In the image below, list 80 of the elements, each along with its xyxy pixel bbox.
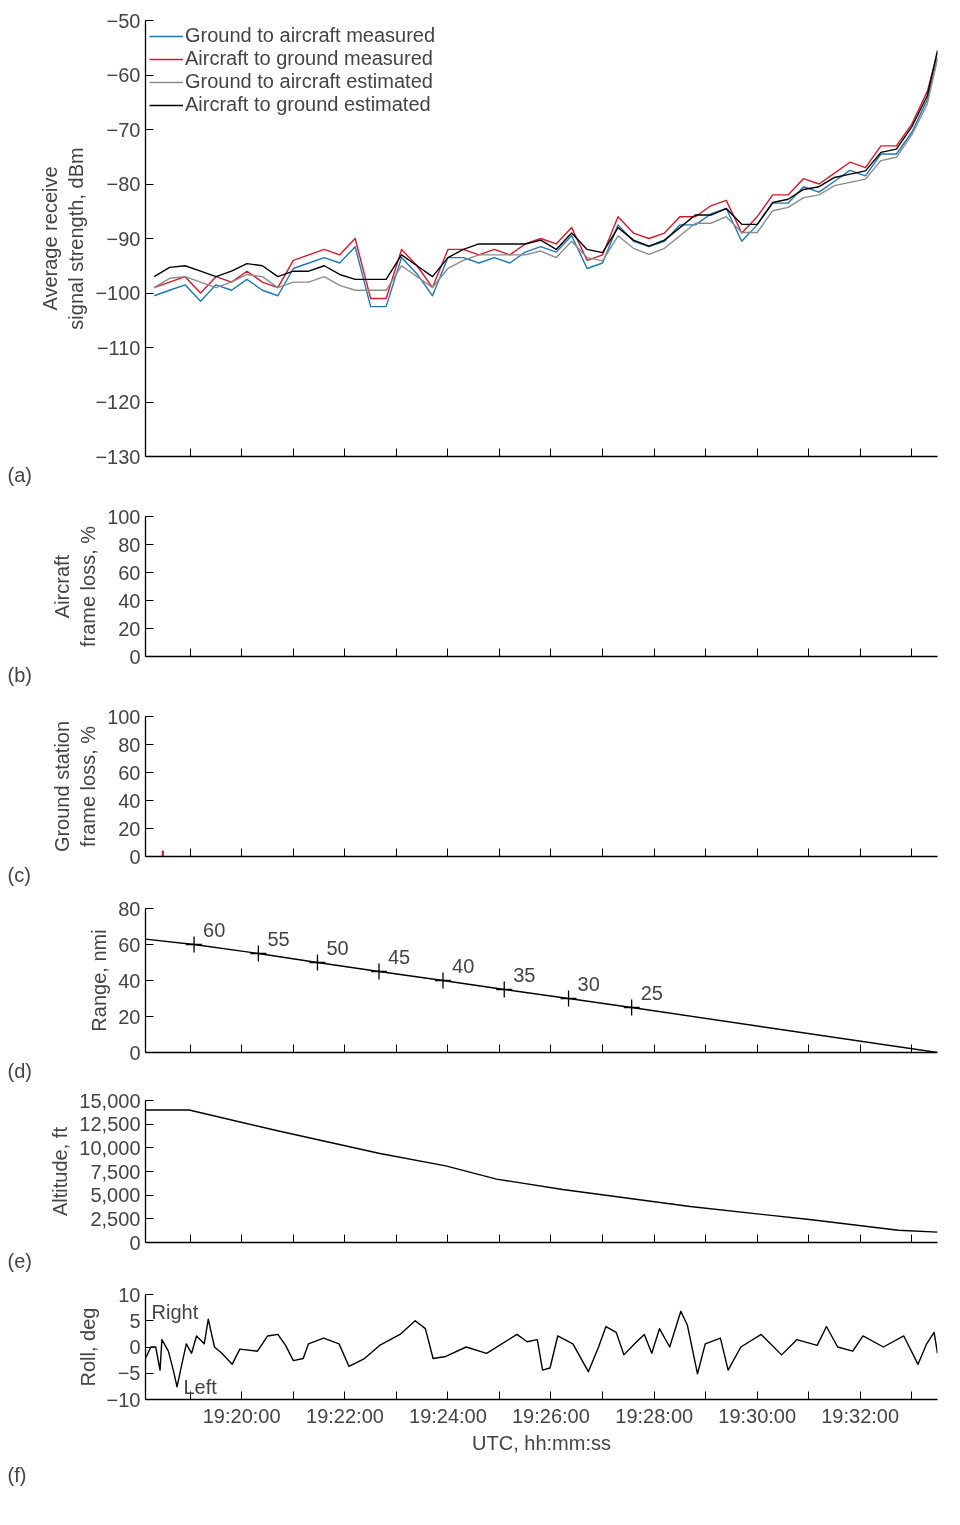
y-tick-label: 40	[118, 969, 141, 992]
text: (d)	[7, 1059, 32, 1082]
x-tick-label: 19:30:00	[718, 1404, 797, 1427]
y-tick-label: −130	[95, 445, 141, 468]
y-tick-label: −90	[106, 227, 141, 250]
y-tick-label: 0	[129, 1336, 141, 1358]
annotation: Left	[183, 1375, 218, 1398]
data-label: 40	[452, 954, 475, 977]
y-tick-label: 60	[118, 761, 141, 784]
y-tick-label: −50	[106, 9, 141, 32]
x-tick-label: 19:22:00	[306, 1404, 384, 1427]
y-tick-label: 60	[118, 561, 141, 584]
y-tick-label: 40	[118, 789, 141, 812]
y-tick-label: 0	[129, 1041, 141, 1064]
x-tick-label: 19:26:00	[512, 1404, 590, 1427]
y-tick-label: −110	[96, 336, 141, 359]
text: (c)	[7, 863, 31, 886]
legend-label: Ground to aircraft estimated	[185, 70, 433, 93]
y-tick-label: −100	[95, 282, 141, 304]
y-axis-title: Ground station frame loss, %	[50, 720, 100, 853]
point	[623, 998, 641, 1017]
y-tick-label: 20	[118, 617, 141, 640]
y-axis-title: Aircraft frame loss, %	[50, 525, 100, 648]
y-axis-title: Roll, deg	[76, 1307, 99, 1387]
x-tick-label: 19:28:00	[615, 1404, 694, 1427]
y-tick-label: 10	[118, 1283, 141, 1306]
y-tick-label: 20	[118, 1005, 141, 1028]
text: (f)	[7, 1463, 27, 1486]
point	[185, 935, 203, 954]
point	[308, 953, 327, 972]
y-axis-title: Range, nmi	[88, 929, 111, 1032]
y-tick-label: 80	[118, 897, 141, 920]
data-label: 60	[203, 918, 226, 941]
legend-label: Ground to aircraft measured	[185, 24, 436, 47]
y-tick-label: −70	[106, 118, 141, 141]
data-label: 35	[513, 963, 536, 986]
y-tick-label: −10	[106, 1388, 141, 1411]
text: (e)	[7, 1249, 32, 1272]
data-label: 45	[387, 945, 411, 968]
legend-label: Aircraft to ground estimated	[185, 93, 431, 116]
y-tick-label: 5	[129, 1309, 141, 1332]
y-tick-label: 80	[118, 533, 141, 556]
point	[434, 971, 452, 990]
y-tick-label: 2,500	[90, 1207, 141, 1230]
text: (a)	[7, 463, 32, 486]
y-tick-label: 80	[118, 733, 141, 756]
point	[370, 962, 388, 981]
y-tick-label: −60	[106, 64, 141, 86]
point	[249, 944, 268, 963]
data-label: 30	[577, 972, 600, 995]
y-tick-label: 0	[129, 1231, 141, 1254]
y-tick-label: 100	[107, 705, 141, 728]
y-tick-label: 10,000	[79, 1136, 141, 1159]
y-tick-label: 0	[129, 845, 141, 868]
y-tick-label: 60	[118, 933, 141, 956]
point	[559, 989, 578, 1008]
y-tick-label: −5	[117, 1362, 141, 1385]
y-tick-label: 20	[118, 817, 141, 840]
point	[495, 980, 513, 999]
y-tick-label: 5,000	[90, 1184, 141, 1207]
x-axis-title: UTC, hh:mm:ss	[472, 1431, 611, 1454]
x-tick-label: 19:20:00	[202, 1404, 281, 1427]
y-tick-label: 0	[129, 645, 141, 668]
y-axis-title: Average receive signal strength, dBm	[39, 147, 88, 330]
y-tick-label: −120	[95, 391, 141, 413]
text: (b)	[7, 663, 32, 686]
legend-label: Aircraft to ground measured	[185, 47, 433, 70]
data-label: 50	[326, 936, 349, 959]
y-tick-label: −80	[106, 173, 141, 195]
data-label: 25	[640, 981, 663, 1004]
data-label: 55	[267, 927, 290, 950]
y-tick-label: 15,000	[79, 1089, 141, 1112]
y-tick-label: 40	[118, 589, 141, 612]
x-tick-label: 19:24:00	[409, 1404, 487, 1427]
annotation: Right	[151, 1300, 199, 1323]
y-tick-label: 100	[107, 505, 141, 528]
y-axis-title: Altitude, ft	[49, 1126, 72, 1216]
y-tick-label: 7,500	[90, 1160, 141, 1183]
y-tick-label: 12,500	[79, 1113, 141, 1136]
x-tick-label: 19:32:00	[821, 1404, 900, 1427]
